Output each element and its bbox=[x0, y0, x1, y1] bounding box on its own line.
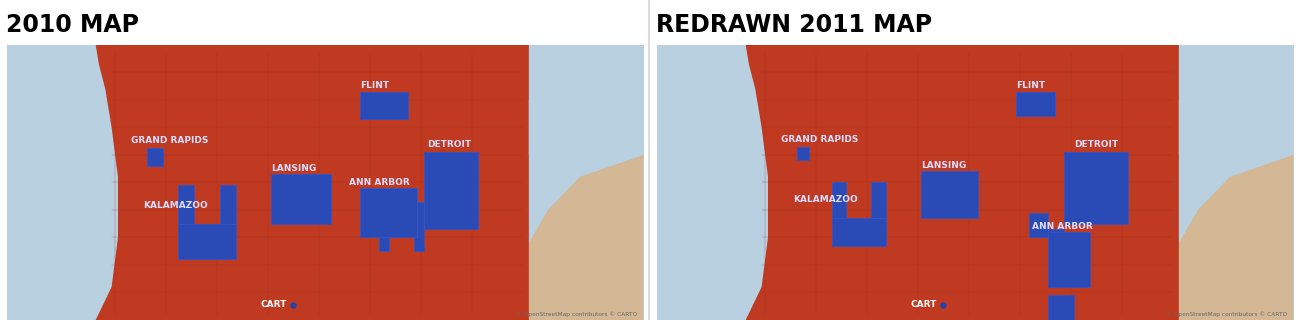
Bar bbox=[270, 174, 332, 224]
Text: KALAMAZOO: KALAMAZOO bbox=[793, 196, 858, 204]
Bar bbox=[424, 152, 478, 229]
Bar bbox=[220, 185, 235, 224]
Bar bbox=[360, 188, 417, 237]
Polygon shape bbox=[96, 45, 529, 320]
Text: DETROIT: DETROIT bbox=[1074, 140, 1118, 149]
Bar bbox=[178, 185, 195, 224]
Text: ANN ARBOR: ANN ARBOR bbox=[348, 178, 410, 187]
Text: CART: CART bbox=[910, 300, 937, 309]
Bar bbox=[1065, 152, 1128, 224]
Text: REDRAWN 2011 MAP: REDRAWN 2011 MAP bbox=[656, 12, 932, 36]
Bar bbox=[147, 148, 162, 166]
Bar bbox=[415, 202, 424, 251]
Text: DETROIT: DETROIT bbox=[426, 140, 471, 149]
Text: FLINT: FLINT bbox=[360, 81, 389, 90]
Bar bbox=[360, 92, 408, 119]
Text: © OpenStreetMap contributors © CARTO: © OpenStreetMap contributors © CARTO bbox=[516, 312, 637, 317]
Bar bbox=[832, 218, 885, 246]
Bar bbox=[1017, 92, 1054, 116]
Bar bbox=[380, 232, 389, 251]
Text: CART: CART bbox=[260, 300, 287, 309]
Text: © OpenStreetMap contributors © CARTO: © OpenStreetMap contributors © CARTO bbox=[1166, 312, 1287, 317]
Bar bbox=[1048, 295, 1074, 320]
Bar bbox=[1030, 213, 1048, 237]
Polygon shape bbox=[1166, 155, 1294, 320]
Text: KALAMAZOO: KALAMAZOO bbox=[143, 201, 208, 210]
Bar bbox=[871, 182, 885, 218]
Bar bbox=[832, 182, 846, 218]
Text: ANN ARBOR: ANN ARBOR bbox=[1032, 221, 1093, 230]
Text: FLINT: FLINT bbox=[1017, 81, 1045, 90]
Bar bbox=[1048, 229, 1065, 246]
Polygon shape bbox=[529, 94, 580, 155]
Bar bbox=[920, 172, 978, 218]
Bar bbox=[797, 147, 810, 160]
Polygon shape bbox=[746, 45, 1179, 320]
Polygon shape bbox=[1179, 94, 1230, 155]
Text: LANSING: LANSING bbox=[920, 161, 966, 170]
Bar bbox=[178, 224, 235, 260]
Bar bbox=[380, 196, 402, 229]
Bar bbox=[1048, 232, 1089, 287]
Text: 2010 MAP: 2010 MAP bbox=[6, 12, 139, 36]
Polygon shape bbox=[516, 155, 644, 320]
Text: GRAND RAPIDS: GRAND RAPIDS bbox=[781, 135, 858, 144]
Text: GRAND RAPIDS: GRAND RAPIDS bbox=[131, 136, 208, 145]
Text: LANSING: LANSING bbox=[270, 164, 316, 173]
